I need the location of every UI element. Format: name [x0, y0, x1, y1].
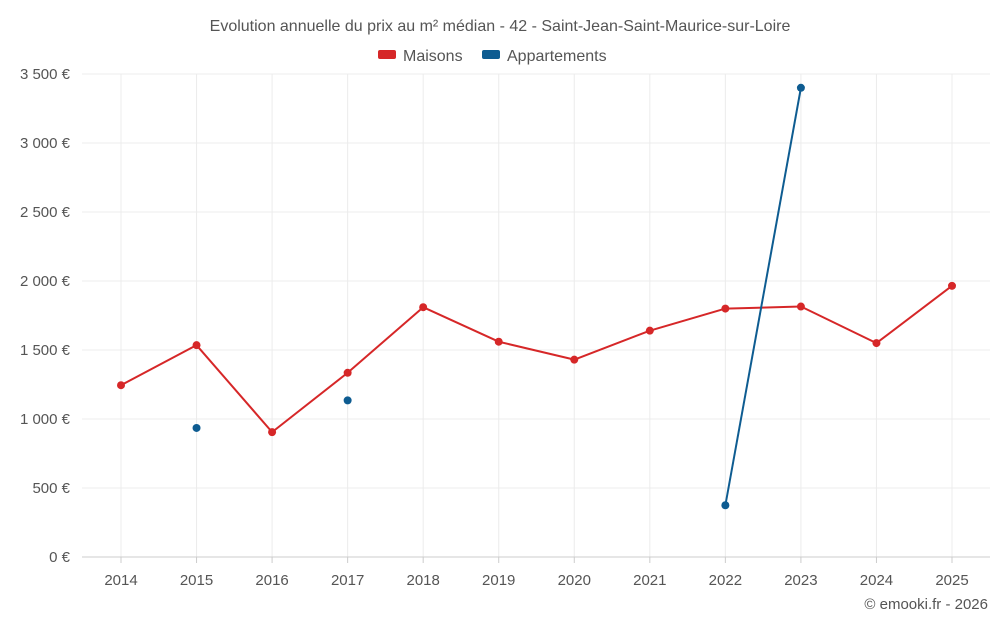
legend-swatch-appartements	[482, 50, 500, 59]
data-point-maisons[interactable]	[721, 304, 730, 313]
x-tick-label: 2025	[935, 572, 968, 589]
x-tick-label: 2018	[406, 572, 439, 589]
chart-title: Evolution annuelle du prix au m² médian …	[210, 18, 791, 35]
series-appartements	[192, 83, 805, 510]
y-tick-label: 3 500 €	[20, 66, 71, 83]
legend: Maisons Appartements	[378, 48, 607, 65]
x-tick-label: 2014	[104, 572, 137, 589]
series-line-maisons	[120, 285, 953, 434]
legend-item-maisons[interactable]: Maisons	[378, 48, 463, 65]
x-tick-label: 2021	[633, 572, 666, 589]
legend-item-appartements[interactable]: Appartements	[482, 48, 607, 65]
data-point-maisons[interactable]	[948, 281, 956, 290]
data-point-maisons[interactable]	[570, 355, 579, 364]
x-axis-labels: 2014 2015 2016 2017 2018 2019 2020 2021 2022 2023…	[104, 572, 968, 589]
data-point-maisons[interactable]	[796, 302, 805, 311]
y-tick-label: 2 500 €	[20, 204, 71, 221]
y-tick-label: 500 €	[32, 480, 70, 497]
y-tick-label: 0 €	[49, 549, 71, 566]
y-gridlines	[82, 73, 990, 489]
x-tick-label: 2019	[482, 572, 515, 589]
y-tick-label: 1 000 €	[20, 411, 71, 428]
series-line-appartements	[724, 87, 802, 506]
x-tick-label: 2020	[558, 572, 591, 589]
data-point-maisons[interactable]	[117, 381, 125, 390]
data-point-maisons[interactable]	[645, 326, 654, 335]
x-gridlines	[120, 74, 953, 563]
y-tick-label: 3 000 €	[20, 135, 71, 152]
data-point-appartements[interactable]	[796, 83, 805, 92]
series-maisons	[117, 281, 956, 437]
data-point-appartements[interactable]	[721, 501, 730, 510]
data-point-appartements[interactable]	[192, 423, 201, 432]
data-point-maisons[interactable]	[872, 339, 881, 348]
y-axis-labels: 0 € 500 € 1 000 € 1 500 € 2 000 € 2 500 € 3 00…	[20, 66, 71, 566]
data-point-maisons[interactable]	[343, 368, 352, 377]
legend-label-maisons: Maisons	[403, 48, 463, 65]
legend-swatch-maisons	[378, 50, 396, 59]
data-point-maisons[interactable]	[419, 303, 428, 312]
data-point-appartements[interactable]	[343, 396, 352, 405]
y-tick-label: 1 500 €	[20, 342, 71, 359]
x-tick-label: 2017	[331, 572, 364, 589]
legend-label-appartements: Appartements	[507, 48, 607, 65]
x-tick-label: 2022	[709, 572, 742, 589]
credit-text: © emooki.fr - 2026	[864, 596, 988, 613]
data-point-maisons[interactable]	[494, 337, 503, 346]
x-tick-label: 2024	[860, 572, 893, 589]
x-tick-label: 2016	[255, 572, 288, 589]
x-tick-label: 2023	[784, 572, 817, 589]
data-point-maisons[interactable]	[268, 428, 277, 437]
data-point-maisons[interactable]	[192, 341, 201, 350]
series-layer	[117, 83, 956, 510]
y-tick-label: 2 000 €	[20, 273, 71, 290]
x-tick-label: 2015	[180, 572, 213, 589]
